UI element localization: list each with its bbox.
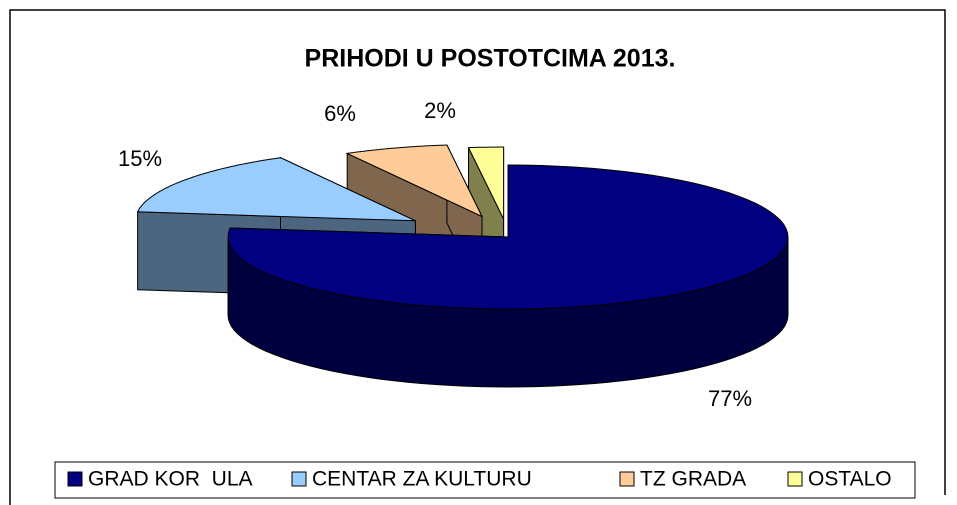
slice: [227, 164, 789, 388]
legend-swatch: [619, 471, 635, 487]
slice-top: [345, 144, 484, 218]
frame: [9, 9, 946, 505]
data-label: 2%: [424, 98, 456, 123]
slice-top: [467, 146, 505, 220]
legend-box: [54, 461, 916, 499]
data-label: 77%: [708, 386, 752, 411]
chart-title: PRIHODI U POSTOTCIMA 2013.: [305, 45, 676, 73]
slice-top: [136, 157, 416, 222]
data-label: 15%: [118, 146, 162, 171]
data-label: 6%: [324, 101, 356, 126]
slice-top: [227, 164, 789, 310]
legend-label: GRAD KOR ULA: [88, 468, 253, 491]
legend-swatch: [67, 471, 83, 487]
legend-swatch: [291, 471, 307, 487]
legend-swatch: [787, 471, 803, 487]
legend-label: CENTAR ZA KULTURU: [312, 468, 532, 491]
legend-label: OSTALO: [808, 468, 892, 491]
legend-label: TZ GRADA: [640, 468, 746, 491]
